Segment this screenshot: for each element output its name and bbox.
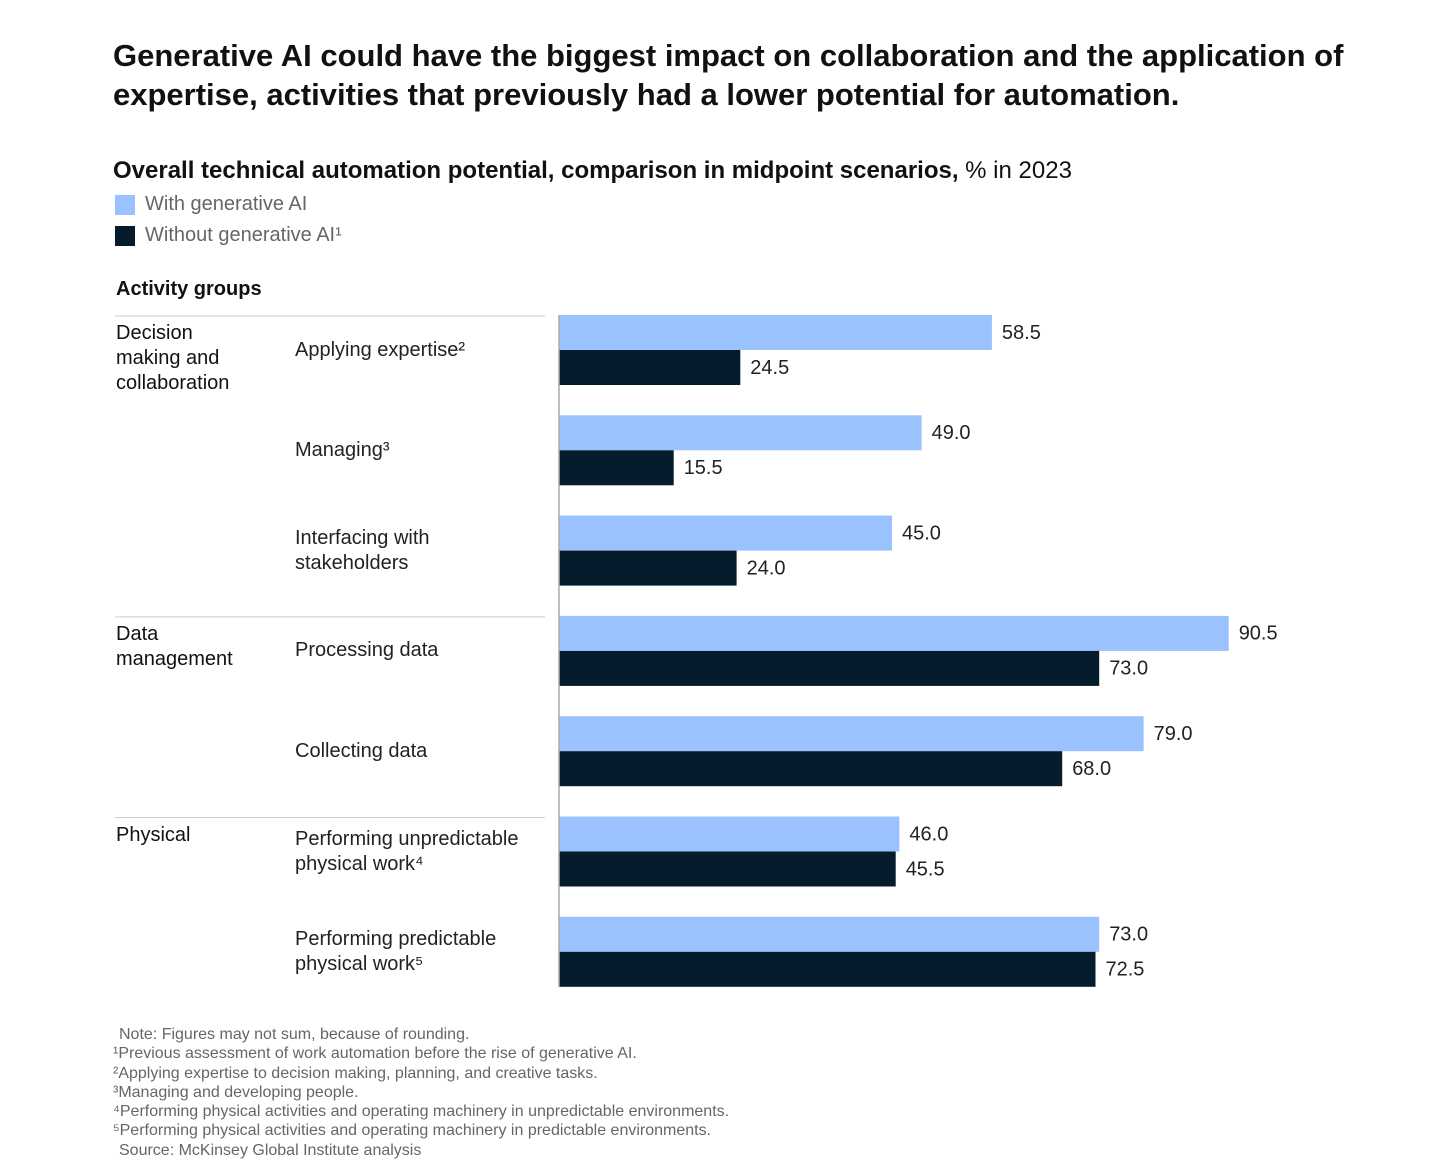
legend-item: With generative AI — [115, 193, 307, 216]
bar — [559, 515, 892, 551]
group-label: Data management — [116, 622, 233, 670]
note: Source: McKinsey Global Institute analys… — [119, 1141, 422, 1159]
legend-label: Without generative AI¹ — [145, 224, 342, 246]
value-label: 46.0 — [909, 823, 948, 845]
value-label: 68.0 — [1072, 758, 1111, 780]
note: Note: Figures may not sum, because of ro… — [119, 1026, 470, 1043]
legend-label: With generative AI — [145, 193, 308, 215]
group-label: Decision making and collaboration — [116, 322, 230, 394]
category-header: Activity groups — [116, 278, 262, 300]
value-label: 15.5 — [684, 457, 723, 479]
bar — [559, 550, 737, 586]
value-label: 45.0 — [902, 522, 941, 544]
notes: Note: Figures may not sum, because of ro… — [113, 1025, 729, 1160]
bar — [559, 415, 922, 451]
value-label: 45.5 — [906, 858, 945, 880]
bar — [559, 615, 1229, 651]
bar — [559, 350, 741, 385]
value-label: 24.0 — [747, 557, 786, 579]
bar — [559, 716, 1144, 752]
bar — [559, 751, 1063, 787]
subtitle: Overall technical automation potential, … — [113, 156, 1072, 186]
category-label: Performing unpredictable physical work⁴ — [295, 827, 519, 875]
value-label: 73.0 — [1109, 658, 1148, 680]
bar — [559, 650, 1100, 686]
bar — [559, 450, 674, 486]
legend-swatch — [115, 225, 135, 246]
category-label: Processing data — [295, 639, 439, 662]
value-label: 90.5 — [1239, 623, 1278, 645]
group-label: Physical — [116, 823, 191, 846]
note: ¹Previous assessment of work automation … — [113, 1045, 637, 1063]
legend-swatch — [115, 194, 135, 215]
value-label: 73.0 — [1109, 924, 1148, 946]
value-label: 58.5 — [1002, 322, 1041, 344]
category-label: Applying expertise² — [295, 338, 466, 361]
note: ³Managing and developing people. — [113, 1083, 359, 1101]
legend-item: Without generative AI¹ — [115, 224, 342, 247]
note: ⁵Performing physical activities and oper… — [113, 1122, 712, 1140]
value-label: 49.0 — [932, 422, 971, 444]
bar — [559, 951, 1096, 987]
category-label: Interfacing with stakeholders — [295, 526, 430, 574]
subtitle-text: Overall technical automation potential, … — [113, 157, 959, 184]
value-label: 24.5 — [750, 357, 789, 379]
category-label: Managing³ — [295, 438, 390, 461]
category-label: Collecting data — [295, 739, 428, 762]
value-label: 72.5 — [1106, 959, 1145, 981]
chart-title: Generative AI could have the biggest imp… — [113, 38, 1344, 112]
bar — [559, 916, 1100, 952]
note: ⁴Performing physical activities and oper… — [113, 1103, 730, 1121]
subtitle-unit: % in 2023 — [965, 157, 1072, 184]
bar — [559, 315, 992, 350]
bar — [559, 816, 900, 852]
bar — [559, 851, 896, 887]
value-label: 79.0 — [1154, 723, 1193, 745]
note: ²Applying expertise to decision making, … — [113, 1064, 598, 1082]
category-label: Performing predictable physical work⁵ — [295, 927, 497, 975]
